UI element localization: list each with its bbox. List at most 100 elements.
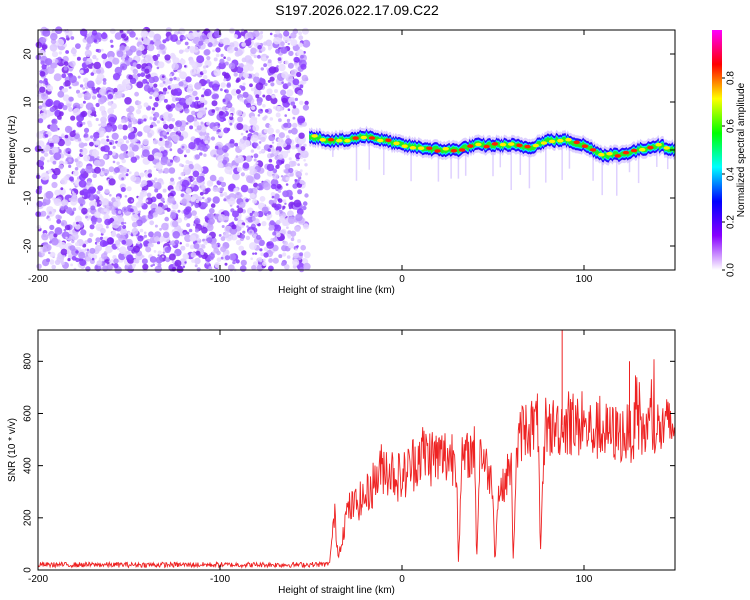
noise-dot (201, 135, 205, 139)
noise-dot (64, 80, 71, 87)
noise-dot (194, 203, 199, 209)
noise-dot (236, 66, 244, 74)
noise-dot (221, 225, 225, 228)
noise-dot (240, 85, 246, 91)
noise-dot (175, 97, 180, 102)
noise-dot (143, 125, 151, 133)
noise-dot (236, 49, 243, 56)
noise-dot (102, 81, 107, 85)
noise-dot (67, 151, 71, 155)
noise-dot (82, 100, 86, 104)
noise-dot (253, 76, 260, 83)
noise-dot (223, 56, 226, 59)
noise-dot (171, 267, 177, 272)
noise-dot (96, 156, 100, 159)
noise-dot (162, 188, 167, 193)
noise-dot (215, 47, 221, 53)
noise-dot (245, 235, 251, 241)
noise-dot (221, 145, 229, 153)
noise-dot (255, 161, 259, 165)
noise-dot (203, 49, 210, 56)
x-tick-label: -100 (210, 574, 230, 585)
noise-dot (188, 228, 193, 233)
noise-dot (296, 49, 304, 57)
noise-dot (164, 216, 169, 222)
noise-dot (223, 118, 227, 121)
noise-dot (269, 144, 273, 148)
noise-dot (287, 62, 294, 69)
x-tick-label: -100 (210, 274, 230, 285)
noise-dot (260, 136, 266, 142)
noise-dot (100, 227, 106, 234)
noise-dot (60, 220, 68, 227)
ridge-peak (548, 139, 556, 144)
noise-dot (168, 113, 173, 119)
noise-dot (186, 114, 195, 123)
noise-dot (173, 76, 177, 81)
noise-dot (55, 59, 59, 63)
noise-dot (187, 83, 193, 89)
noise-dot (249, 83, 253, 88)
noise-dot (103, 208, 108, 213)
noise-dot (227, 100, 231, 104)
noise-dot (220, 236, 226, 242)
noise-dot (264, 115, 268, 119)
noise-dot (129, 45, 137, 53)
noise-dot (147, 213, 154, 220)
noise-dot (261, 149, 264, 153)
noise-dot (36, 224, 41, 230)
noise-dot (209, 174, 217, 182)
noise-dot (259, 248, 263, 252)
noise-dot (286, 255, 291, 259)
noise-dot (278, 118, 282, 123)
ridge-peak (360, 135, 367, 140)
noise-dot (181, 198, 187, 204)
ridge-peak (639, 147, 646, 152)
noise-dot (281, 81, 284, 84)
noise-dot (179, 71, 187, 80)
ridge-peak (614, 154, 621, 158)
noise-dot (61, 199, 69, 207)
noise-dot (224, 166, 233, 175)
noise-dot (194, 218, 201, 224)
noise-dot (49, 241, 52, 244)
noise-dot (42, 80, 46, 84)
noise-dot (78, 161, 81, 165)
ridge-peak (377, 138, 384, 143)
noise-dot (168, 253, 176, 261)
noise-dot (299, 84, 304, 89)
noise-dot (93, 159, 101, 167)
noise-dot (196, 267, 201, 272)
noise-dot (39, 86, 46, 93)
noise-dot (79, 103, 84, 108)
noise-dot (203, 153, 207, 157)
noise-dot (137, 73, 141, 77)
noise-dot (133, 258, 139, 264)
noise-dot (223, 78, 227, 82)
noise-dot (262, 94, 266, 98)
noise-dot (121, 177, 124, 181)
noise-dot (108, 178, 116, 186)
noise-dot (178, 81, 184, 87)
noise-dot (154, 182, 162, 190)
ridge-peak (336, 138, 343, 143)
noise-dot (234, 142, 239, 147)
noise-dot (109, 193, 112, 197)
noise-dot (142, 255, 145, 258)
noise-dot (297, 115, 306, 124)
noise-dot (151, 107, 156, 111)
noise-dot (288, 50, 294, 57)
noise-dot (202, 69, 208, 74)
noise-dot (154, 224, 158, 228)
noise-dot (189, 125, 194, 130)
noise-dot (224, 262, 228, 266)
noise-dot (236, 123, 244, 130)
noise-dot (77, 92, 83, 99)
noise-dot (253, 153, 259, 159)
noise-dot (220, 187, 225, 192)
noise-dot (238, 97, 244, 102)
noise-dot (142, 138, 149, 146)
noise-dot (61, 231, 70, 240)
